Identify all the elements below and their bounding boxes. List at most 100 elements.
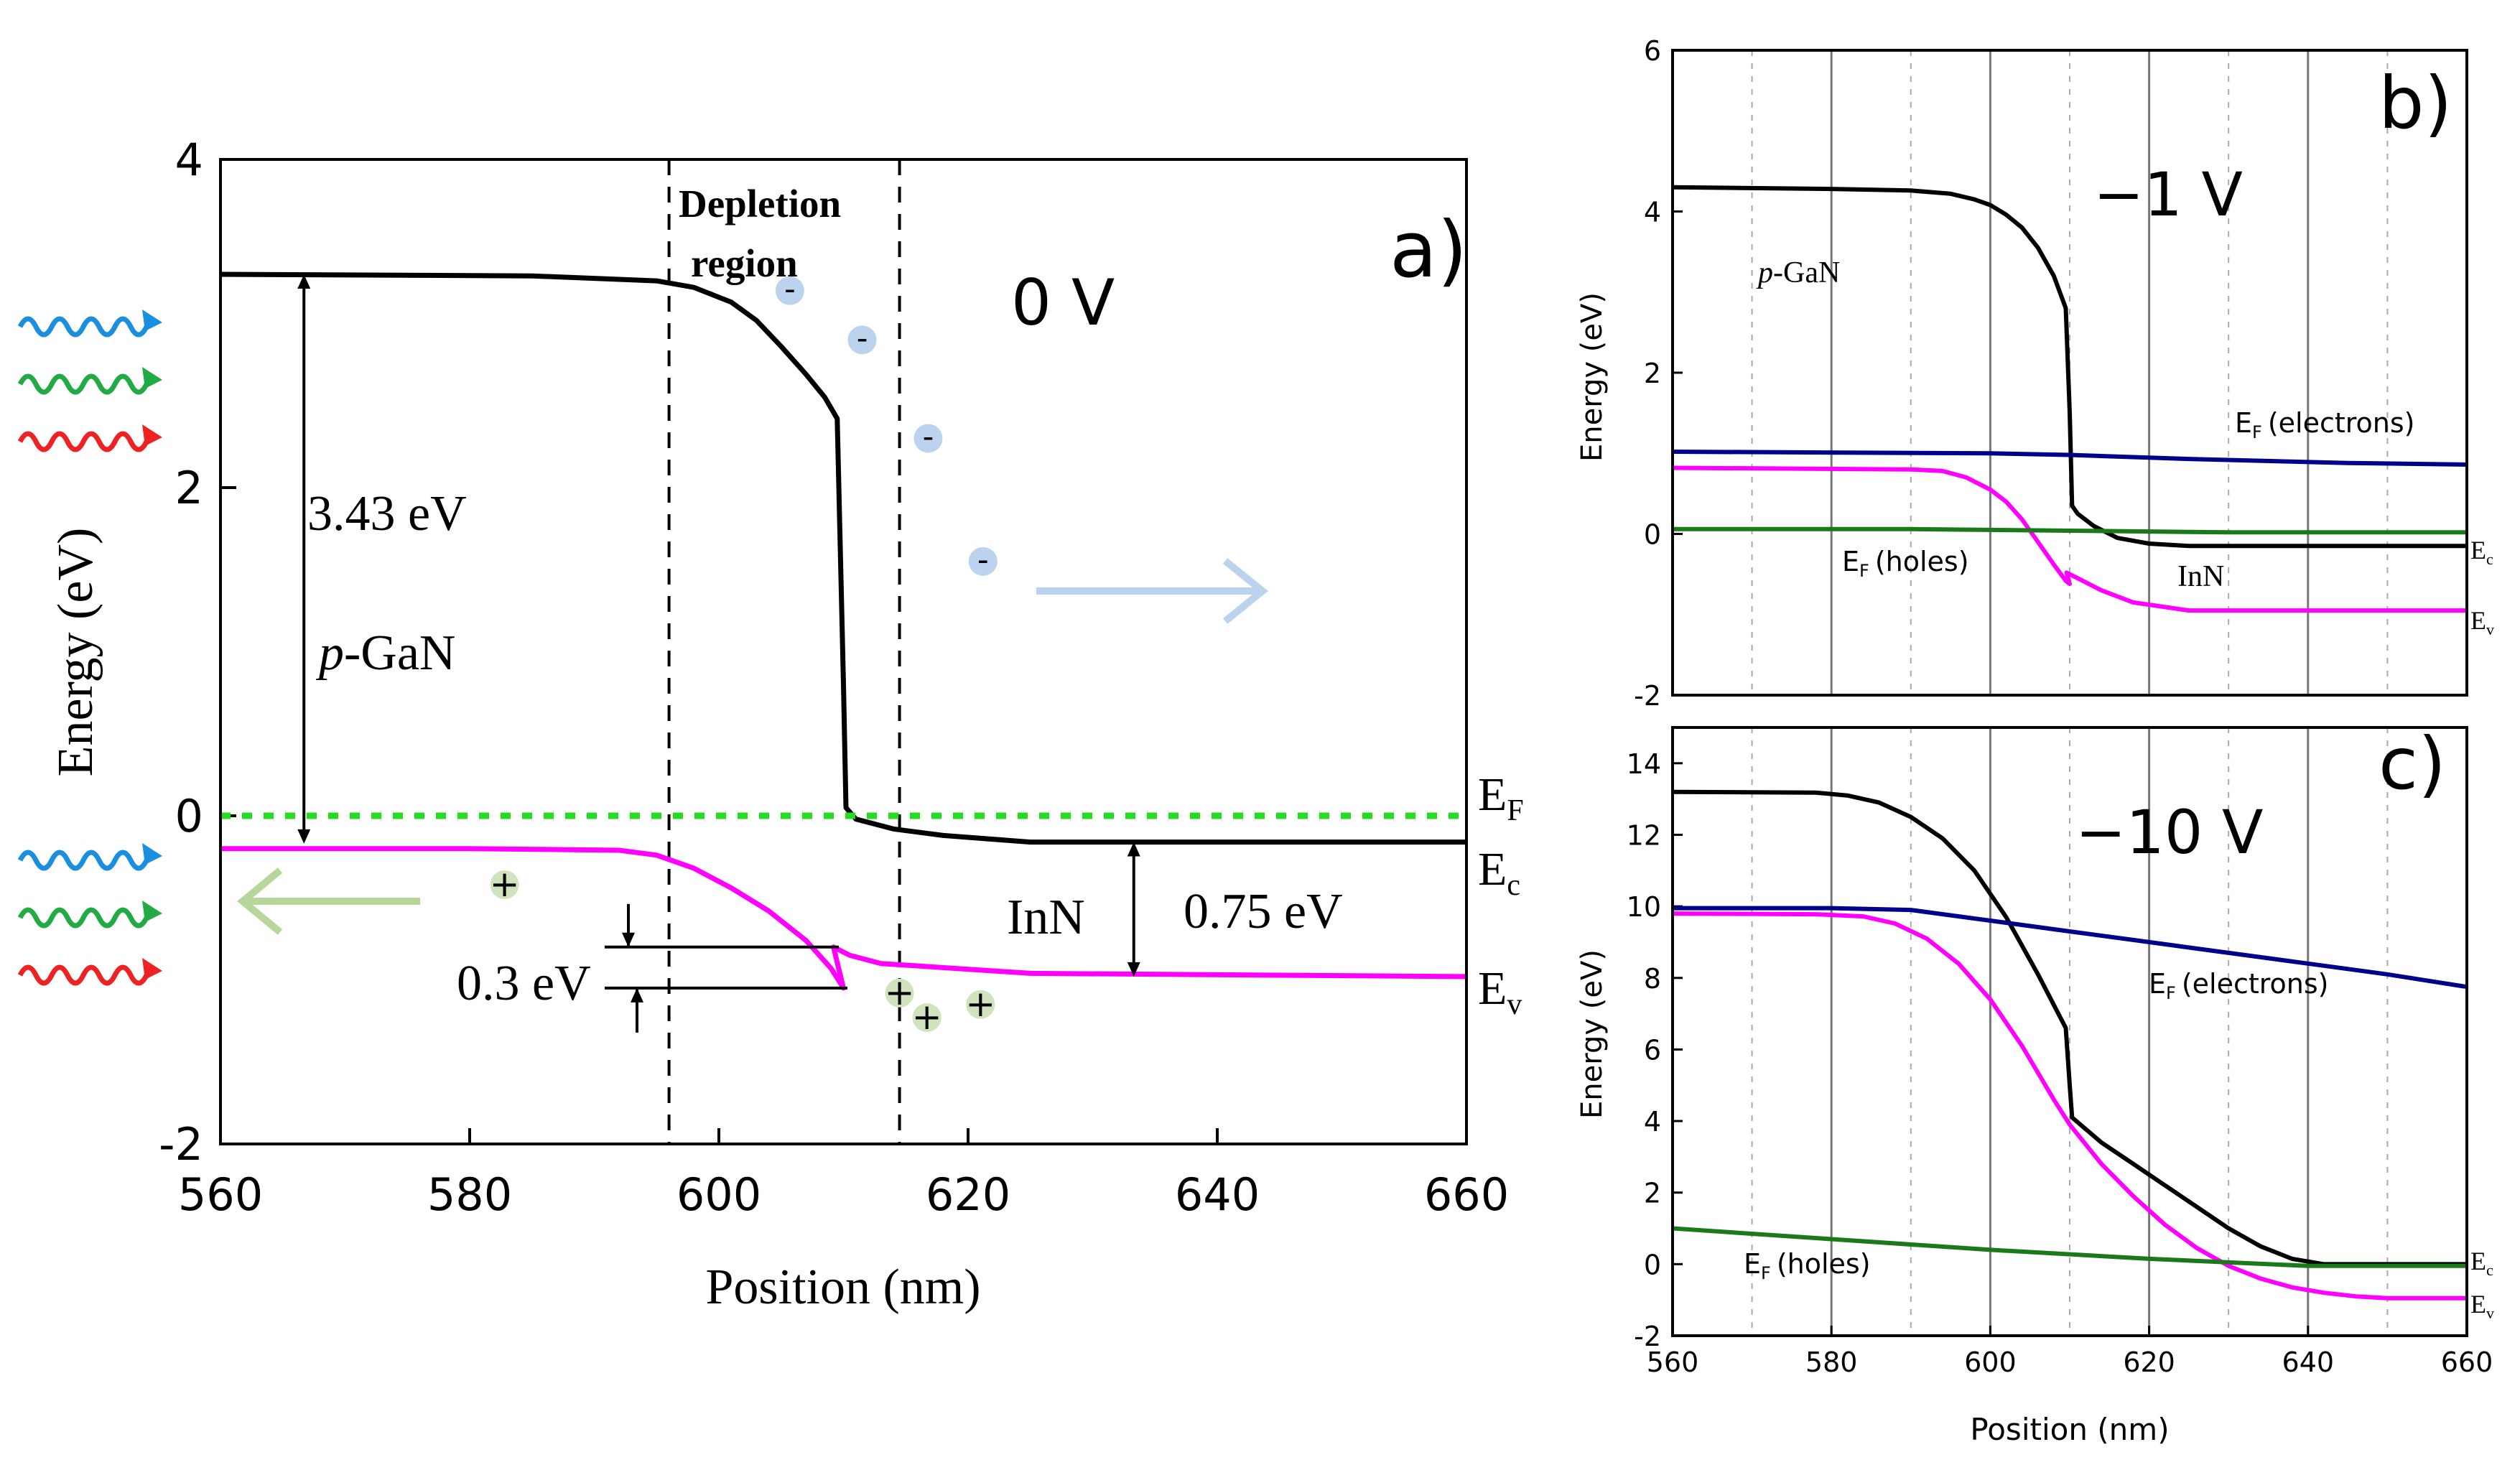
panel-a-series-e-v [220,846,1466,991]
panel-c-xtick-label: 580 [1805,1346,1858,1378]
valence-offset-label: 0.3 eV [457,956,591,1011]
panel-c-xtick-label: 660 [2441,1346,2493,1378]
panel-a-ticks: 560 580 600 620 640 660 -2 0 2 4 [159,134,1509,1221]
hole-dot [966,990,995,1019]
photon-upper-0-wave [17,316,149,338]
photon-upper-0-head [142,310,162,331]
photon-upper-1-head [142,367,162,389]
label-ef: EF [1478,768,1524,827]
hole-marker: + [490,863,520,905]
photon-upper-2-head [142,424,162,446]
panel-b-ef-holes-label: EF (holes) [1842,546,1969,581]
panel-b-label: b) [2379,61,2452,145]
panel-b-ticks: -2 0 2 4 6 [1634,35,1683,712]
hole-drift-arrow [237,867,420,935]
panel-b-inn-label: InN [2177,560,2224,593]
panel-a-series [220,271,1466,991]
photon-lower-2-head [142,958,162,980]
inn-bandgap-arrow-head-top [1127,842,1140,857]
panel-b-gridlines [1751,50,2389,695]
panel-b-series-e-f-electrons [1673,450,2467,467]
panel-c-ytick-label: 10 [1627,891,1661,923]
panel-c-series-e-c [1673,789,2467,1267]
photon-lower-0-head [142,843,162,865]
panel-c-ylabel: Energy (eV) [1576,949,1609,1119]
panel-b-ytick-label: 6 [1644,35,1661,67]
gan-bandgap-label: 3.43 eV [307,486,467,541]
hole-marker: + [912,996,942,1038]
photon-lower-0-wave [17,850,149,871]
panel-c-ytick-label: 4 [1644,1106,1661,1138]
electron-marker: - [847,320,877,356]
panel-b-series-e-f-holes [1673,526,2467,535]
label-ec: Ec [1478,843,1520,902]
panel-b-voltage: −1 V [2093,159,2243,230]
panel-b-ytick-label: 0 [1644,519,1661,551]
panel-c-ytick-label: 12 [1627,819,1661,851]
electron-marker: - [775,271,804,307]
panel-a-label: a) [1390,205,1467,295]
panel-a-xtick-label: 620 [926,1168,1010,1221]
panel-a-xtick-label: 640 [1175,1168,1260,1221]
panel-b-series-e-v [1673,465,2467,613]
photon-lower-1-head [142,901,162,922]
photon-upper-2-wave [17,431,149,452]
panel-c-series-e-f-holes [1673,1226,2467,1268]
photon-upper-2 [17,424,162,452]
hole-marker: + [885,972,915,1013]
panel-c-ytick-label: 6 [1644,1034,1661,1066]
panel-a-xtick-label: 560 [178,1168,263,1221]
offset-arrow-bottom-head [631,987,643,1003]
electron-dot [913,424,943,453]
electron-dot [775,276,804,305]
depletion-label-line2: region [691,241,798,285]
pgan-label: p-GaN [315,625,455,681]
panel-a-ytick-label: 4 [175,134,203,186]
hole-sign: + [885,972,915,1013]
panel-a-xtick-label: 600 [677,1168,761,1221]
panel-a-voltage: 0 V [1011,266,1115,340]
inn-bandgap-arrow-head-bottom [1127,962,1140,977]
panel-c-frame [1671,726,2468,1337]
panel-c-edge-ec: Ec [2470,1247,2493,1279]
photon-upper-1-wave [17,373,149,395]
photon-lower-1-wave [17,907,149,929]
panel-c-ytick-label: 2 [1644,1178,1661,1209]
panel-c-ef-electrons-label: EF (electrons) [2149,968,2329,1003]
panel-c-ticks: 560 580 600 620 640 660 -2 0 2 4 6 8 10 12 14 [1627,748,2493,1378]
gan-bandgap-arrow-head-top [297,274,311,289]
panel-a-xlabel: Position (nm) [705,1260,980,1315]
panel-c-xtick-label: 560 [1647,1346,1699,1378]
panel-c-label: c) [2379,722,2446,806]
photon-lower-0 [17,843,162,871]
electron-sign: - [923,418,934,455]
electron-drift-arrow [1036,558,1268,624]
hole-dot [912,1003,941,1033]
offset-arrow-top-head [622,932,635,947]
hole-marker: + [965,983,995,1025]
inn-label: InN [1007,890,1085,945]
photon-upper-1 [17,367,162,395]
panel-c-series-e-f-electrons [1673,906,2467,990]
panel-c-ytick-label: 8 [1644,963,1661,995]
gan-bandgap-arrow [297,274,311,844]
panel-c-series [1673,789,2467,1301]
photon-lower-2-wave [17,964,149,986]
electron-marker: - [968,541,998,578]
panel-b-frame [1671,49,2468,697]
hole-sign: + [965,983,995,1025]
panel-a-frame [219,158,1468,1145]
hole-sign: + [490,863,520,905]
panel-c-xlabel: Position (nm) [1970,1412,2169,1447]
panel-c-ytick-label: 14 [1627,748,1661,780]
panel-a-ytick-label: -2 [159,1118,203,1171]
panel-a-carriers: ----+++ + [490,271,998,1038]
photon-upper-0 [17,310,162,338]
inn-bandgap-arrow [1127,842,1140,977]
panel-a-ylabel: Energy (eV) [48,528,103,777]
panel-c-gridlines [1751,727,2389,1336]
panel-b-ytick-label: 4 [1644,197,1661,228]
electron-sign: - [977,541,989,578]
